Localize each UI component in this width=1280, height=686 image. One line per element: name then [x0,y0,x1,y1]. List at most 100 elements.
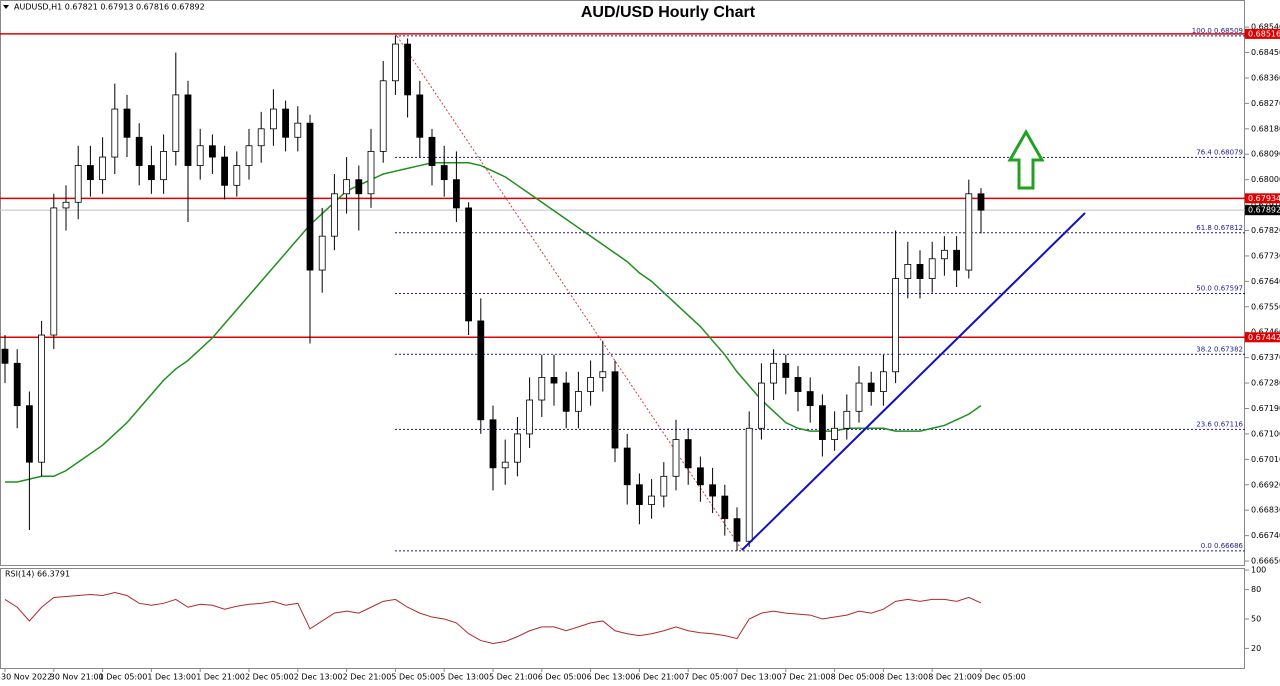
candle-body [843,410,851,429]
candle-body [684,439,692,469]
header-icon [3,5,9,9]
main-frame [0,0,1245,566]
level-tag [1245,28,1280,39]
candle-body [160,151,168,181]
candle-body [965,193,973,271]
level-tag [1245,193,1280,204]
candle-body [538,377,546,401]
layer [0,33,1245,645]
x-tick-label: 6 Dec 21:00 [635,673,684,682]
candle-body [257,128,265,147]
candle-body [379,80,387,152]
candle-body [38,334,45,463]
candle-body [709,484,716,497]
candle-body [172,94,180,152]
trend-line [741,212,1086,551]
x-tick-label: 8 Dec 05:00 [831,673,880,682]
x-tick-label: 7 Dec 05:00 [684,673,733,682]
level-tag-label: 0.67934 [1248,194,1280,203]
candle-body [196,145,204,166]
candle-body [599,371,607,378]
candle-body [477,320,485,421]
candle-body [1,348,9,364]
up-arrow [1007,128,1045,190]
rsi-line [4,592,982,645]
chart-title: AUD/USD Hourly Chart [581,4,756,21]
x-tick-label: 5 Dec 05:00 [391,673,440,682]
candle-body [355,179,363,195]
x-tick-label: 8 Dec 13:00 [879,673,928,682]
candle-body [575,391,582,412]
level-tag-label: 0.68516 [1248,29,1280,38]
candle-body [135,136,143,166]
candle-body [953,249,960,271]
candle-body [452,179,460,209]
y-tick-label: 100 [1251,566,1266,575]
candle-body [745,427,753,542]
candle-body [74,165,82,203]
candle-body [404,43,412,96]
candle-body [465,207,473,322]
candle-body [672,439,680,477]
rsi-frame [0,568,1245,669]
candle-body [867,382,875,392]
fib-label: 23.6 0.67116 [1196,420,1243,428]
x-tick-label: 1 Dec 13:00 [147,673,196,682]
candle-body [269,108,277,130]
current-price-label: 0.67892 [1248,206,1280,215]
candle-body [282,108,290,138]
candle-body [245,145,253,166]
symbol-header: AUDUSD,H1 0.67821 0.67913 0.67816 0.6789… [14,3,205,12]
fib-label: 50.0 0.67597 [1196,285,1243,293]
candle-body [25,405,33,463]
candle-body [550,377,558,384]
x-tick-label: 30 Nov 2022 [1,673,52,682]
x-tick-label: 1 Dec 05:00 [99,673,148,682]
candle-body [294,122,302,138]
candle-body [233,165,241,186]
x-tick-label: 6 Dec 05:00 [538,673,587,682]
fib-label: 0.0 0.66686 [1201,542,1244,550]
candle-body [526,399,533,435]
candle-body [87,165,94,181]
x-tick-label: 6 Dec 13:00 [587,673,636,682]
y-tick-label: 80 [1251,585,1261,594]
moving-average [5,161,982,483]
candle-body [941,249,948,260]
candle-body [306,122,314,271]
candle-body [99,156,106,181]
candle-body [928,258,936,279]
candle-body [977,193,985,211]
candle-body [514,433,521,463]
candle-body [611,371,619,449]
candle-body [221,156,229,186]
candle-body [916,264,924,279]
candle-body [147,165,155,181]
candle-body [697,467,704,486]
candle-body [660,475,668,497]
y-tick-label: 50 [1251,615,1261,624]
candle-body [782,362,790,378]
fib-label: 100.0 0.68509 [1192,27,1243,35]
candle-body [758,382,765,429]
x-tick-label: 1 Dec 21:00 [196,673,245,682]
